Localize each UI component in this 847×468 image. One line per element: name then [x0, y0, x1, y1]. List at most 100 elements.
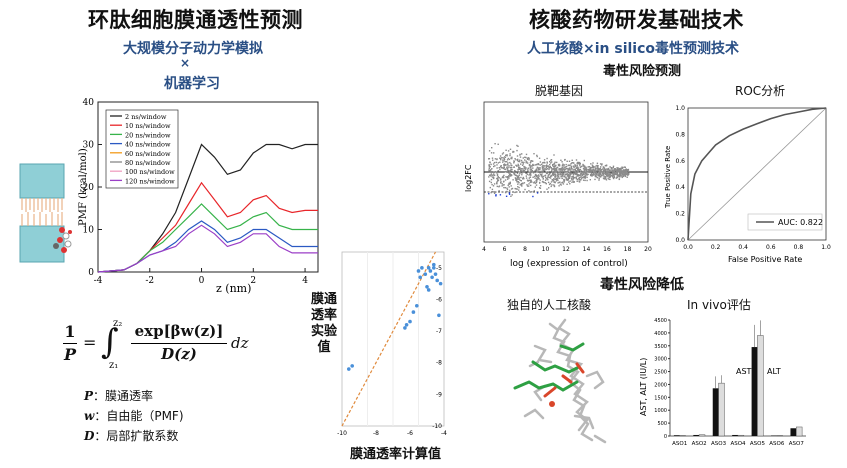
- ma-point: [582, 163, 584, 166]
- ma-xtick-label: 12: [562, 246, 570, 253]
- ma-point: [613, 177, 615, 180]
- roc-xtick-label: 0.8: [794, 244, 804, 251]
- ma-point: [599, 172, 601, 174]
- ma-point: [561, 168, 563, 170]
- ma-point: [490, 181, 492, 184]
- ma-point: [560, 172, 562, 174]
- ma-point: [603, 170, 606, 172]
- ma-point: [493, 174, 495, 177]
- ma-point: [519, 184, 521, 186]
- ma-point: [542, 181, 545, 183]
- ma-point: [575, 159, 578, 161]
- ma-point: [553, 184, 555, 186]
- ma-title: 脱靶基因: [535, 84, 584, 98]
- ma-point: [514, 174, 517, 176]
- ma-point: [525, 162, 527, 164]
- ma-point: [598, 173, 600, 176]
- roc-xlabel: False Positive Rate: [728, 255, 802, 264]
- ma-point: [566, 168, 569, 170]
- ma-point: [572, 178, 574, 180]
- ma-point: [545, 178, 548, 180]
- ma-point: [520, 180, 522, 182]
- ma-point: [517, 178, 519, 180]
- bar-ytick-label: 1500: [654, 395, 667, 401]
- ma-point: [495, 171, 497, 173]
- ma-point: [590, 174, 592, 177]
- ma-point: [555, 177, 557, 180]
- ma-point: [539, 173, 542, 176]
- ma-point: [587, 173, 589, 176]
- ma-point: [488, 174, 491, 176]
- ma-point: [547, 165, 549, 167]
- ma-point: [613, 171, 615, 173]
- ma-point: [488, 166, 491, 168]
- ma-point: [539, 167, 541, 169]
- ma-point: [525, 156, 527, 159]
- ma-point: [490, 175, 492, 177]
- ma-point: [544, 165, 546, 167]
- ma-point: [579, 161, 581, 164]
- ma-point: [513, 151, 515, 153]
- ma-xtick-label: 8: [523, 246, 527, 253]
- ma-point: [502, 152, 505, 154]
- ma-point: [573, 176, 575, 179]
- ma-point: [562, 168, 564, 171]
- ma-point: [539, 185, 542, 187]
- ma-point: [492, 159, 494, 161]
- ma-point: [574, 169, 577, 172]
- ma-point: [517, 181, 520, 183]
- right-subtitle: 人工核酸×in silico毒性预测技术: [527, 41, 740, 57]
- ma-point: [604, 169, 607, 172]
- ma-point: [549, 172, 551, 174]
- ma-point: [603, 173, 605, 176]
- ma-point: [562, 183, 565, 185]
- ma-point: [606, 171, 608, 174]
- ma-point: [598, 175, 600, 177]
- ma-point: [590, 170, 593, 172]
- ma-point: [544, 179, 547, 181]
- ma-point: [532, 176, 534, 178]
- pmf-ytick-label: 10: [83, 226, 95, 236]
- ma-point: [592, 162, 594, 164]
- roc-xtick-label: 0.0: [683, 244, 693, 251]
- ma-point: [522, 176, 525, 179]
- left-title: 环肽细胞膜通透性预测: [88, 8, 303, 32]
- roc-xtick-label: 1.0: [821, 244, 831, 251]
- ma-point: [615, 173, 617, 176]
- ma-point: [499, 157, 501, 159]
- ma-point: [568, 174, 570, 176]
- ma-point: [564, 171, 566, 173]
- ma-xtick-label: 14: [583, 246, 591, 253]
- ma-point: [600, 169, 603, 171]
- ma-point: [625, 168, 627, 170]
- ma-ylabel: log2FC: [464, 164, 473, 192]
- ma-point: [561, 164, 564, 167]
- ma-point: [508, 193, 511, 195]
- ma-point: [572, 175, 574, 178]
- ma-point: [541, 168, 544, 170]
- ma-point: [586, 179, 588, 182]
- ma-point: [520, 163, 522, 165]
- ma-point: [601, 163, 603, 165]
- ma-point: [505, 170, 507, 173]
- ma-point: [531, 181, 533, 183]
- ma-point: [496, 181, 498, 183]
- ma-point: [526, 173, 528, 176]
- ma-point: [546, 162, 548, 164]
- ma-point: [509, 189, 511, 192]
- eq-numerator: exp[βw(z)]: [134, 322, 224, 340]
- ma-point: [558, 164, 560, 167]
- ma-point: [621, 172, 623, 174]
- ma-point: [552, 179, 555, 181]
- ma-point: [527, 162, 529, 164]
- ma-point: [613, 172, 615, 174]
- ma-point: [550, 159, 553, 161]
- ma-point: [583, 166, 585, 168]
- ma-point: [501, 176, 504, 179]
- ma-point: [553, 166, 556, 168]
- ma-point: [587, 166, 589, 168]
- ma-point: [488, 167, 490, 170]
- ma-point: [508, 175, 510, 177]
- scatter-ytick-label: -7: [436, 328, 442, 335]
